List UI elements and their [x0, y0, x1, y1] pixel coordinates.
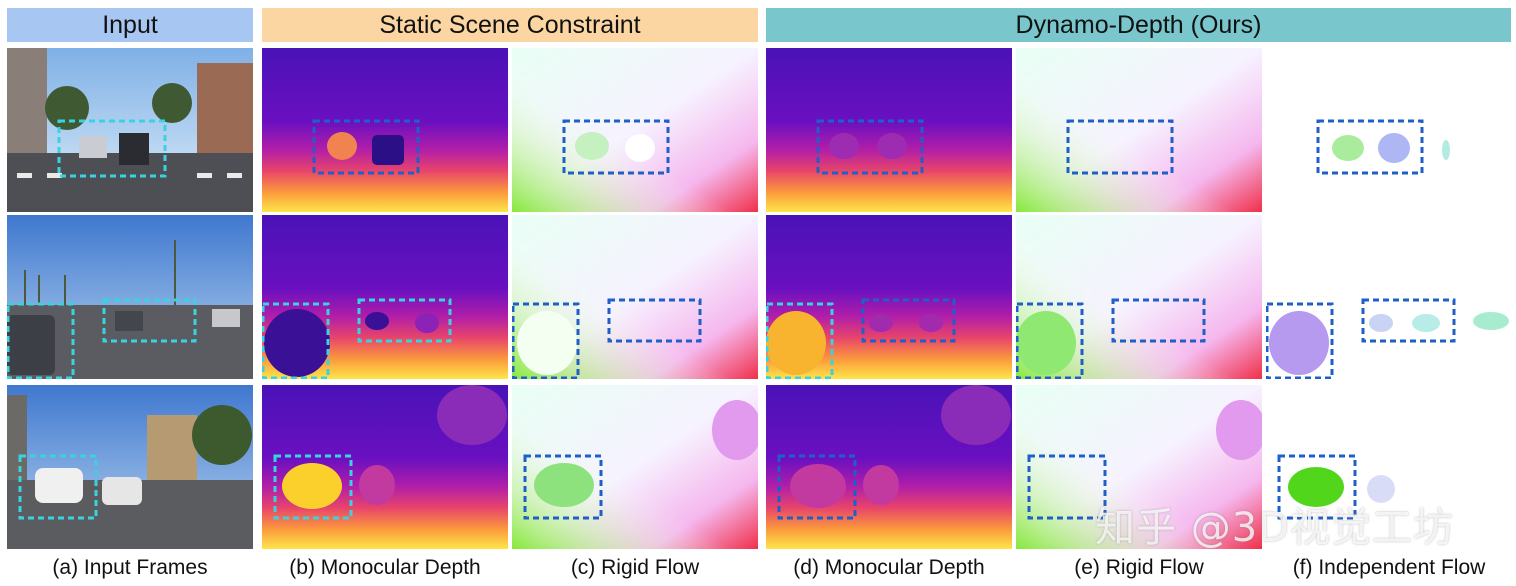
monocular-depth-static-row1 [262, 48, 508, 212]
watermark: 知乎 @3D视觉工坊 [1095, 505, 1454, 551]
independent-flow-row2 [1266, 215, 1512, 379]
caption-monocular-depth-ours: (d) Monocular Depth [793, 556, 985, 579]
monocular-depth-ours-row1 [766, 48, 1012, 212]
caption-independent-flow: (f) Independent Flow [1292, 556, 1486, 579]
monocular-depth-ours-row2 [766, 215, 1012, 379]
caption-rigid-flow-static: (c) Rigid Flow [570, 556, 700, 579]
monocular-depth-static-row3 [262, 385, 508, 549]
input-frame-row2 [7, 215, 253, 379]
header-input: Input [7, 8, 253, 42]
monocular-depth-ours-row3 [766, 385, 1012, 549]
independent-flow-row1 [1266, 48, 1512, 212]
caption-rigid-flow-ours: (e) Rigid Flow [1074, 556, 1204, 579]
header-static-scene-constraint: Static Scene Constraint [262, 8, 758, 42]
rigid-flow-ours-row1 [1016, 48, 1262, 212]
independent-flow-row3 [1266, 385, 1512, 549]
rigid-flow-ours-row3 [1016, 385, 1262, 549]
rigid-flow-ours-row2 [1016, 215, 1262, 379]
header-dynamo-depth: Dynamo-Depth (Ours) [766, 8, 1511, 42]
rigid-flow-static-row1 [512, 48, 758, 212]
monocular-depth-static-row2 [262, 215, 508, 379]
rigid-flow-static-row2 [512, 215, 758, 379]
input-frame-row3 [7, 385, 253, 549]
caption-input-frames: (a) Input Frames [52, 556, 208, 579]
caption-monocular-depth-static: (b) Monocular Depth [289, 556, 481, 579]
input-frame-row1 [7, 48, 253, 212]
rigid-flow-static-row3 [512, 385, 758, 549]
